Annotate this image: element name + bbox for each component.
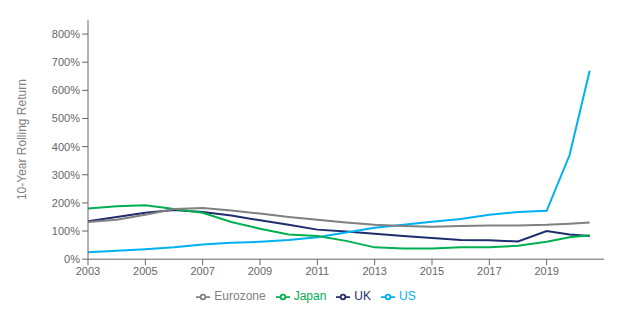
html-text:US: US (399, 289, 416, 304)
svg-text:500%: 500% (52, 112, 80, 124)
svg-text:0%: 0% (64, 253, 80, 265)
svg-text:2019: 2019 (534, 265, 558, 277)
svg-text:2013: 2013 (362, 265, 386, 277)
svg-text:100%: 100% (52, 225, 80, 237)
svg-text:800%: 800% (52, 28, 80, 40)
svg-text:2003: 2003 (76, 265, 100, 277)
svg-text:400%: 400% (52, 141, 80, 153)
svg-text:2007: 2007 (190, 265, 214, 277)
html-text:UK: UK (354, 289, 371, 304)
svg-text:200%: 200% (52, 197, 80, 209)
html-text:Eurozone: Eurozone (214, 289, 266, 304)
svg-text:300%: 300% (52, 169, 80, 181)
svg-text:2005: 2005 (133, 265, 157, 277)
svg-text:600%: 600% (52, 84, 80, 96)
svg-text:2015: 2015 (420, 265, 444, 277)
svg-text:2009: 2009 (248, 265, 272, 277)
svg-text:700%: 700% (52, 56, 80, 68)
svg-text:10-Year Rolling Return: 10-Year Rolling Return (15, 79, 29, 200)
html-text:Japan: Japan (293, 289, 327, 304)
svg-text:2017: 2017 (477, 265, 501, 277)
svg-text:2011: 2011 (306, 265, 330, 277)
